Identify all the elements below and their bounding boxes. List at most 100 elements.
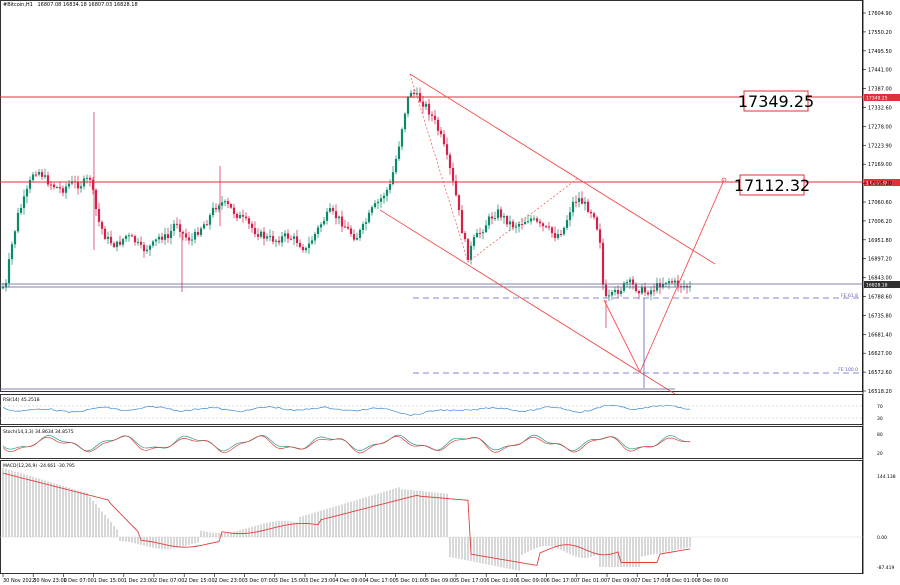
candle-body	[118, 241, 122, 245]
level-17349-box[interactable]	[743, 90, 809, 112]
macd-histogram-bar	[638, 537, 640, 567]
candle-body	[13, 231, 17, 245]
macd-histogram-bar	[188, 537, 190, 545]
candle-body	[406, 96, 410, 114]
macd-histogram-bar	[311, 513, 313, 537]
candle-body	[532, 218, 536, 220]
candle-body	[631, 279, 635, 285]
macd-histogram-bar	[143, 537, 145, 546]
tag-current-bg	[864, 281, 900, 288]
price-tick-label: 16951.80	[868, 238, 892, 244]
candle-body	[67, 183, 71, 187]
candle-body	[649, 290, 653, 295]
candle-body	[523, 221, 527, 225]
macd-histogram-bar	[527, 537, 529, 552]
time-tick-label: 4 Dec 09:00	[335, 578, 365, 584]
candle-body	[136, 241, 140, 243]
macd-histogram-bar	[290, 521, 292, 537]
candle-body	[100, 221, 104, 229]
candle-body	[289, 238, 293, 240]
candle-body	[115, 241, 119, 248]
macd-histogram-bar	[680, 537, 682, 549]
candle-body	[184, 233, 188, 238]
macd-histogram-bar	[548, 537, 550, 547]
candle-body	[217, 205, 221, 210]
candle-body	[400, 129, 404, 147]
macd-histogram-bar	[560, 537, 562, 550]
candle-body	[40, 172, 44, 177]
macd-histogram-bar	[395, 488, 397, 537]
macd-histogram-bar	[473, 537, 475, 562]
candle-body	[382, 195, 386, 199]
candle-body	[658, 283, 662, 288]
candle-body	[61, 188, 65, 193]
candle-body	[244, 216, 248, 219]
candle-body	[565, 220, 569, 228]
level-17112-box[interactable]	[739, 174, 805, 196]
candle-body	[682, 286, 686, 288]
candle-body	[448, 154, 452, 168]
candle-body	[415, 93, 419, 95]
macd-histogram-bar	[452, 537, 454, 558]
candle-body	[388, 184, 392, 190]
macd-histogram-bar	[218, 532, 220, 537]
macd-histogram-bar	[659, 537, 661, 553]
macd-histogram-bar	[665, 537, 667, 552]
candle-body	[241, 214, 245, 217]
macd-histogram-bar	[206, 531, 208, 537]
channel-upper-line	[409, 73, 716, 265]
macd-histogram-bar	[146, 537, 148, 547]
candle-body	[262, 231, 266, 239]
candle-body	[7, 259, 11, 283]
candle-body	[439, 130, 443, 135]
candle-body	[610, 292, 614, 296]
macd-histogram-bar	[131, 537, 133, 543]
candle-body	[478, 232, 482, 234]
candle-body	[571, 201, 575, 213]
candle-body	[130, 235, 134, 237]
candle-body	[208, 215, 212, 225]
macd-histogram-bar	[107, 518, 109, 537]
candle-body	[37, 172, 41, 175]
macd-label: MACD(12,26,9) -24.661 -30.795	[3, 463, 75, 469]
channel-lower-line	[379, 209, 676, 395]
candle-body	[247, 218, 251, 224]
candle-body	[556, 234, 560, 238]
candle-body	[577, 198, 581, 203]
macd-histogram-bar	[686, 537, 688, 548]
macd-histogram-bar	[632, 537, 634, 567]
tag-17349-bg	[864, 94, 900, 101]
macd-histogram-bar	[668, 537, 670, 552]
indicator-series	[0, 404, 863, 571]
candle-body	[442, 134, 446, 145]
tag-17112: 17112.32	[866, 181, 888, 187]
price-tick-label: 17278.00	[868, 124, 892, 130]
candle-body	[466, 239, 470, 260]
price-tick-label: 16518.20	[868, 389, 892, 395]
macd-histogram-bar	[629, 537, 631, 567]
candle-body	[433, 115, 437, 120]
macd-histogram-bar	[449, 537, 451, 557]
macd-histogram-bar	[182, 537, 184, 547]
macd-histogram-bar	[200, 530, 202, 537]
fibo-61-label: FE 61.8	[841, 293, 858, 299]
macd-histogram-bar	[440, 493, 442, 537]
time-tick-label: 30 Nov 2022	[3, 578, 35, 584]
candle-body	[127, 235, 131, 237]
candle-body	[562, 227, 566, 235]
macd-histogram-bar	[20, 473, 22, 537]
candle-body	[178, 224, 182, 232]
candle-body	[64, 186, 68, 193]
macd-histogram-bar	[8, 469, 10, 537]
candle-body	[121, 238, 125, 245]
macd-histogram-bar	[194, 537, 196, 544]
candle-body	[124, 235, 128, 239]
macd-histogram-bar	[656, 537, 658, 554]
macd-histogram-bar	[5, 468, 7, 537]
candle-body	[508, 221, 512, 225]
candle-body	[385, 189, 389, 196]
macd-histogram-bar	[281, 521, 283, 537]
candle-body	[604, 284, 608, 297]
macd-histogram-bar	[422, 491, 424, 537]
